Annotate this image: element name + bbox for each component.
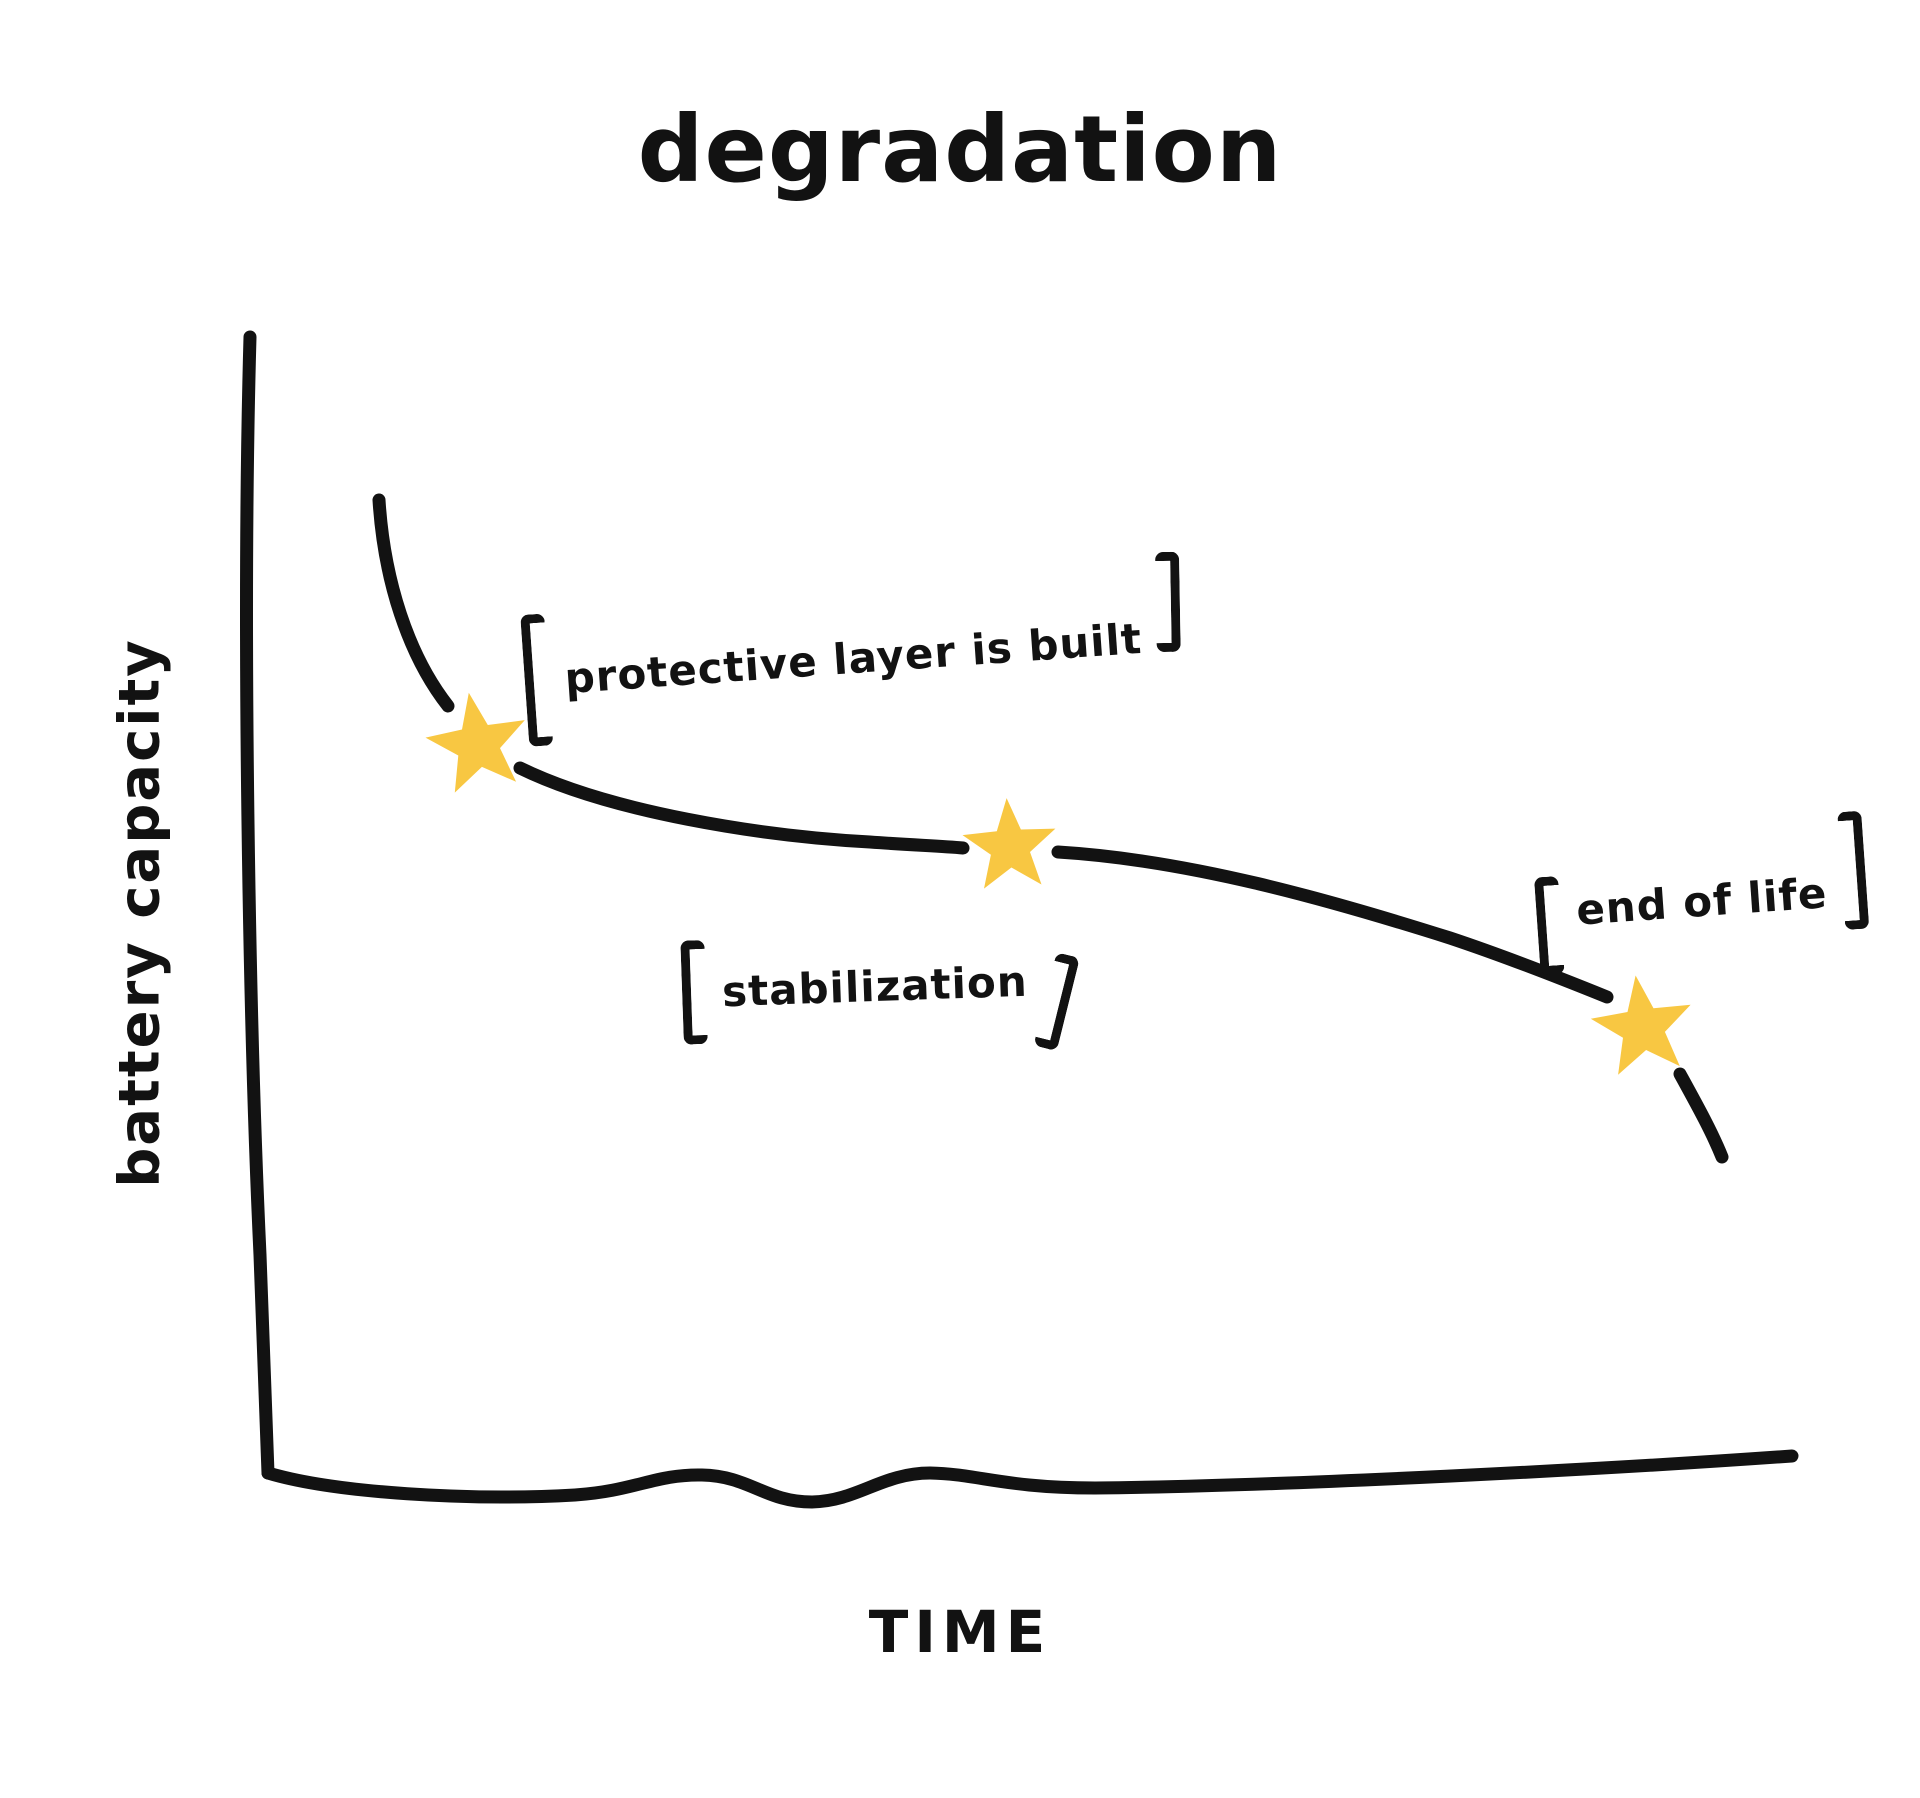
annotation-text-end-of-life: end of life <box>1574 867 1829 935</box>
annotation-text-protective-layer: protective layer is built <box>562 613 1144 703</box>
milestone-star-1 <box>425 692 525 793</box>
x-axis-line <box>261 1449 1799 1509</box>
annotation-stabilization: stabilization <box>680 927 1080 1052</box>
x-axis-label: TIME <box>868 1598 1052 1666</box>
y-axis-line <box>240 330 275 1480</box>
right-bracket-icon <box>1154 551 1181 653</box>
capacity-curve-segment-2 <box>513 761 970 855</box>
annotation-text-stabilization: stabilization <box>721 956 1029 1016</box>
capacity-curve-segment-4 <box>1673 1067 1729 1164</box>
capacity-curve-segment-3 <box>1051 845 1614 1004</box>
left-bracket-icon <box>680 939 708 1045</box>
annotation-end-of-life: end of life <box>1532 810 1871 976</box>
capacity-curve-segment-1 <box>372 493 455 713</box>
milestone-star-3 <box>1590 975 1691 1075</box>
milestone-star-2 <box>962 798 1056 889</box>
chart-title: degradation <box>637 96 1283 203</box>
